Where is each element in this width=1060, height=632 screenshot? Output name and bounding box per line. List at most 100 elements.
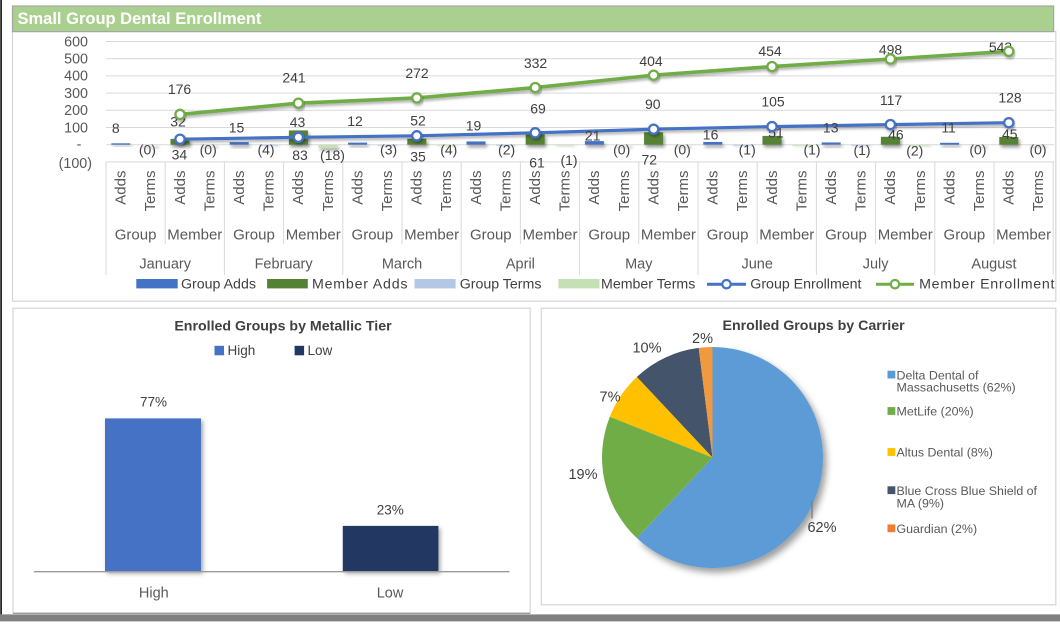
svg-text:Terms: Terms	[201, 171, 218, 212]
svg-text:January: January	[139, 257, 191, 273]
svg-text:Adds: Adds	[290, 171, 307, 205]
svg-text:Small Group Dental Enrollment: Small Group Dental Enrollment	[18, 10, 262, 28]
svg-text:19%: 19%	[568, 467, 597, 483]
svg-text:Terms: Terms	[853, 171, 870, 212]
svg-text:(3): (3)	[380, 142, 397, 158]
svg-text:Adds: Adds	[409, 171, 426, 205]
svg-text:Group Terms: Group Terms	[460, 277, 542, 293]
svg-text:Group Adds: Group Adds	[181, 277, 256, 293]
svg-text:(100): (100)	[59, 156, 92, 172]
svg-text:(0): (0)	[139, 142, 156, 158]
svg-text:Terms: Terms	[438, 171, 455, 212]
svg-text:498: 498	[879, 41, 903, 57]
svg-text:Member: Member	[404, 227, 459, 244]
svg-text:Adds: Adds	[764, 171, 781, 205]
svg-text:July: July	[863, 257, 890, 273]
svg-text:61: 61	[529, 155, 545, 171]
svg-text:February: February	[255, 257, 314, 273]
svg-text:Low: Low	[377, 586, 404, 602]
svg-text:-: -	[77, 137, 82, 153]
svg-text:Group: Group	[352, 227, 394, 244]
svg-text:(1): (1)	[560, 152, 577, 168]
svg-text:83: 83	[292, 147, 308, 163]
svg-text:Member: Member	[522, 227, 577, 244]
svg-text:500: 500	[64, 52, 88, 68]
svg-text:19: 19	[466, 118, 482, 134]
svg-text:7%: 7%	[600, 390, 621, 406]
svg-text:June: June	[741, 257, 772, 273]
svg-text:MA (9%): MA (9%)	[897, 496, 945, 510]
svg-text:(1): (1)	[853, 142, 870, 158]
svg-text:Member: Member	[878, 227, 933, 244]
svg-text:(0): (0)	[200, 142, 217, 158]
svg-text:600: 600	[64, 34, 88, 50]
svg-text:128: 128	[998, 89, 1022, 105]
svg-text:Member Terms: Member Terms	[601, 277, 695, 293]
svg-text:Group: Group	[825, 227, 867, 244]
svg-text:11: 11	[941, 120, 956, 136]
svg-text:(18): (18)	[320, 147, 345, 163]
svg-text:Member: Member	[641, 227, 696, 244]
svg-text:Guardian (2%): Guardian (2%)	[897, 522, 978, 536]
svg-text:Member Enrollment: Member Enrollment	[919, 277, 1055, 293]
svg-text:Member: Member	[996, 227, 1051, 244]
svg-text:(0): (0)	[613, 142, 630, 158]
svg-text:117: 117	[880, 92, 903, 108]
svg-text:35: 35	[410, 148, 426, 164]
svg-text:Massachusetts (62%): Massachusetts (62%)	[897, 381, 1016, 395]
svg-text:23%: 23%	[377, 502, 404, 517]
svg-text:90: 90	[645, 96, 661, 112]
svg-text:(0): (0)	[674, 142, 691, 158]
svg-text:100: 100	[64, 120, 88, 136]
svg-text:Member: Member	[286, 227, 341, 244]
svg-text:Terms: Terms	[497, 171, 514, 212]
svg-text:(0): (0)	[1029, 142, 1046, 158]
svg-text:105: 105	[761, 93, 785, 109]
svg-text:Adds: Adds	[468, 171, 485, 205]
svg-text:Adds: Adds	[823, 171, 840, 205]
svg-text:8: 8	[112, 120, 120, 136]
svg-text:High: High	[139, 586, 169, 602]
svg-text:Terms: Terms	[1030, 171, 1047, 212]
svg-text:241: 241	[282, 69, 306, 85]
svg-text:Group: Group	[588, 227, 630, 244]
svg-text:Adds: Adds	[231, 171, 248, 205]
svg-text:Group: Group	[115, 227, 157, 244]
svg-text:Adds: Adds	[172, 171, 189, 205]
svg-text:Terms: Terms	[675, 171, 692, 212]
svg-text:May: May	[625, 257, 653, 273]
svg-text:69: 69	[530, 101, 546, 117]
svg-text:332: 332	[524, 55, 548, 71]
svg-text:Group: Group	[233, 227, 275, 244]
svg-text:Terms: Terms	[971, 171, 988, 212]
svg-text:(2): (2)	[498, 142, 515, 158]
svg-text:MetLife (20%): MetLife (20%)	[897, 405, 974, 419]
svg-text:15: 15	[229, 119, 245, 135]
svg-text:(0): (0)	[969, 142, 986, 158]
svg-text:Terms: Terms	[616, 171, 633, 212]
svg-text:Terms: Terms	[734, 171, 751, 212]
svg-text:(4): (4)	[257, 142, 274, 158]
svg-text:176: 176	[168, 81, 192, 97]
svg-text:Adds: Adds	[645, 171, 662, 205]
svg-text:Blue Cross Blue Shield of: Blue Cross Blue Shield of	[897, 484, 1038, 498]
svg-text:16: 16	[703, 126, 719, 142]
svg-text:400: 400	[64, 69, 88, 85]
svg-text:2%: 2%	[692, 331, 713, 347]
svg-text:21: 21	[585, 128, 601, 144]
svg-text:Altus Dental (8%): Altus Dental (8%)	[897, 446, 993, 460]
svg-text:200: 200	[64, 103, 88, 119]
svg-text:April: April	[506, 257, 535, 273]
svg-text:52: 52	[410, 112, 426, 128]
svg-text:77%: 77%	[140, 394, 167, 409]
svg-text:Group: Group	[944, 227, 986, 244]
svg-text:Terms: Terms	[142, 171, 159, 212]
svg-text:404: 404	[639, 53, 663, 69]
svg-text:Terms: Terms	[320, 171, 337, 212]
svg-text:Adds: Adds	[705, 171, 722, 205]
svg-text:Terms: Terms	[261, 171, 278, 212]
svg-text:March: March	[382, 257, 422, 273]
svg-text:Adds: Adds	[882, 171, 899, 205]
svg-text:Adds: Adds	[586, 171, 603, 205]
svg-text:High: High	[228, 343, 256, 358]
